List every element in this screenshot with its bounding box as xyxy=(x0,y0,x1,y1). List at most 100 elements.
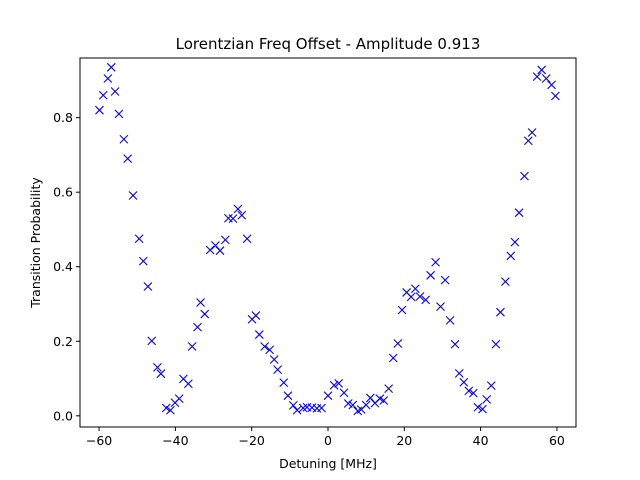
data-point xyxy=(527,128,537,137)
data-point xyxy=(426,270,436,280)
data-point xyxy=(237,210,247,220)
data-point xyxy=(514,208,524,218)
data-point xyxy=(393,339,403,348)
data-point xyxy=(478,404,487,414)
data-point xyxy=(440,275,450,285)
data-point xyxy=(384,384,394,393)
data-point xyxy=(205,245,215,255)
data-point xyxy=(532,72,542,82)
data-point xyxy=(361,400,371,410)
data-point xyxy=(215,246,225,256)
data-point xyxy=(106,62,116,72)
data-point xyxy=(329,380,339,390)
y-tick-label: 0.6 xyxy=(53,185,73,200)
data-point xyxy=(103,74,113,83)
x-tick-label: −20 xyxy=(238,433,264,448)
data-point xyxy=(520,171,529,181)
data-point xyxy=(228,214,238,224)
data-point xyxy=(260,342,270,351)
data-point xyxy=(506,251,516,261)
data-point xyxy=(134,234,144,244)
data-point xyxy=(128,191,138,200)
chart-title: Lorentzian Freq Offset - Amplitude 0.913 xyxy=(176,35,481,53)
data-point xyxy=(95,105,104,115)
data-point xyxy=(547,80,556,90)
data-point xyxy=(450,339,460,349)
data-point xyxy=(464,386,474,396)
y-tick-label: 0.8 xyxy=(53,110,73,125)
data-point xyxy=(161,403,171,413)
data-point xyxy=(196,298,205,307)
data-point xyxy=(551,91,560,101)
x-tick-label: −60 xyxy=(86,433,112,448)
data-point xyxy=(110,87,120,96)
data-point xyxy=(119,134,129,144)
data-point xyxy=(200,309,210,319)
data-point xyxy=(242,234,252,244)
data-point xyxy=(251,311,261,320)
data-point xyxy=(114,109,124,119)
data-point xyxy=(459,377,469,387)
data-point xyxy=(283,391,293,401)
y-axis-label: Transition Probability xyxy=(28,177,43,309)
x-axis: −60 −40 −20 0 20 40 60 xyxy=(86,427,565,448)
data-point xyxy=(496,307,505,317)
data-point xyxy=(123,154,133,164)
data-point xyxy=(174,394,184,404)
data-point xyxy=(138,256,148,266)
data-point xyxy=(397,305,407,315)
data-point xyxy=(166,405,175,415)
data-point xyxy=(473,402,483,412)
x-tick-label: −40 xyxy=(162,433,188,448)
data-point xyxy=(147,336,157,346)
y-axis: 0.0 0.2 0.4 0.6 0.8 xyxy=(53,110,80,423)
data-point xyxy=(541,74,551,83)
data-point xyxy=(323,391,333,401)
x-tick-label: 0 xyxy=(324,433,332,448)
data-point xyxy=(523,136,533,146)
data-point xyxy=(98,90,108,100)
data-point xyxy=(339,388,349,398)
data-point xyxy=(406,292,416,302)
data-point xyxy=(156,369,166,379)
data-point xyxy=(220,235,230,245)
data-point xyxy=(292,405,302,415)
data-point xyxy=(482,395,492,404)
data-point xyxy=(334,379,344,388)
data-point xyxy=(501,277,510,287)
data-points xyxy=(95,62,560,416)
data-point xyxy=(265,345,275,355)
data-point xyxy=(273,365,283,374)
data-point xyxy=(431,257,440,267)
data-point xyxy=(193,322,202,332)
data-point xyxy=(415,292,425,301)
x-tick-label: 60 xyxy=(549,433,565,448)
data-point xyxy=(388,353,398,363)
data-point xyxy=(153,362,162,372)
data-point xyxy=(486,381,496,391)
x-axis-label: Detuning [MHz] xyxy=(279,456,377,471)
data-point xyxy=(454,368,464,378)
data-point xyxy=(183,379,193,389)
data-point xyxy=(537,65,547,75)
y-tick-label: 0.0 xyxy=(53,408,73,423)
data-point xyxy=(436,302,445,311)
data-point xyxy=(187,342,197,351)
data-point xyxy=(269,355,279,364)
y-tick-label: 0.2 xyxy=(53,334,73,349)
plot-frame xyxy=(79,57,577,428)
data-point xyxy=(468,388,478,398)
data-point xyxy=(421,295,431,305)
data-point xyxy=(143,282,153,291)
data-point xyxy=(317,403,326,413)
data-point xyxy=(510,237,520,247)
data-point xyxy=(288,400,298,410)
data-point xyxy=(410,284,420,294)
data-point xyxy=(379,396,389,405)
data-point xyxy=(348,400,358,410)
data-point xyxy=(254,330,264,339)
y-tick-label: 0.4 xyxy=(53,259,73,274)
data-point xyxy=(491,339,501,349)
data-point xyxy=(279,378,289,388)
